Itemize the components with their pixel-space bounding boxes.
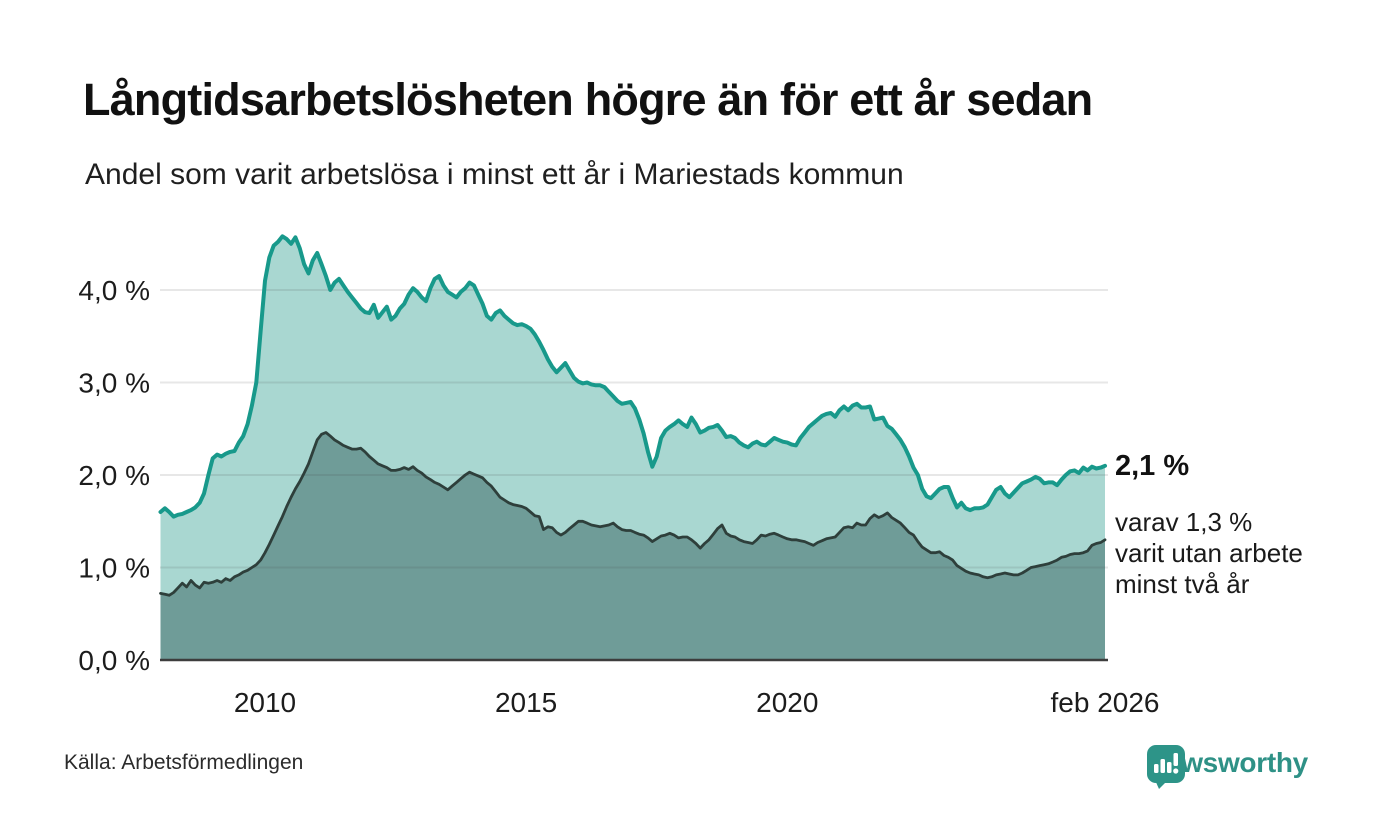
chart-subtitle: Andel som varit arbetslösa i minst ett å… bbox=[85, 158, 904, 191]
source-credit: Källa: Arbetsförmedlingen bbox=[64, 751, 304, 774]
x-tick-label: 2010 bbox=[234, 687, 296, 718]
subvalue-line-2: varit utan arbete bbox=[1115, 538, 1303, 568]
area-unemployed-2yr bbox=[160, 432, 1105, 660]
line-unemployed-1yr bbox=[158, 234, 1107, 519]
y-tick-label: 1,0 % bbox=[78, 553, 150, 584]
line-unemployed-2yr bbox=[159, 431, 1107, 597]
subvalue-line-1: varav 1,3 % bbox=[1115, 507, 1253, 537]
x-tick-label: feb 2026 bbox=[1051, 687, 1160, 718]
newsworthy-icon bbox=[1147, 745, 1185, 789]
y-tick-label: 2,0 % bbox=[78, 460, 150, 491]
x-tick-label: 2015 bbox=[495, 687, 557, 718]
y-tick-label: 0,0 % bbox=[78, 645, 150, 676]
y-tick-label: 4,0 % bbox=[78, 275, 150, 306]
brand-logo: Newsworthy bbox=[1146, 744, 1308, 789]
latest-value-label: 2,1 % bbox=[1115, 450, 1190, 482]
y-tick-label: 3,0 % bbox=[78, 368, 150, 399]
subvalue-line-3: minst två år bbox=[1115, 569, 1250, 599]
x-tick-label: 2020 bbox=[756, 687, 818, 718]
latest-subvalue-label: varav 1,3 % varit utan arbete minst två … bbox=[1115, 507, 1303, 600]
page-title: Långtidsarbetslösheten högre än för ett … bbox=[83, 74, 1093, 125]
